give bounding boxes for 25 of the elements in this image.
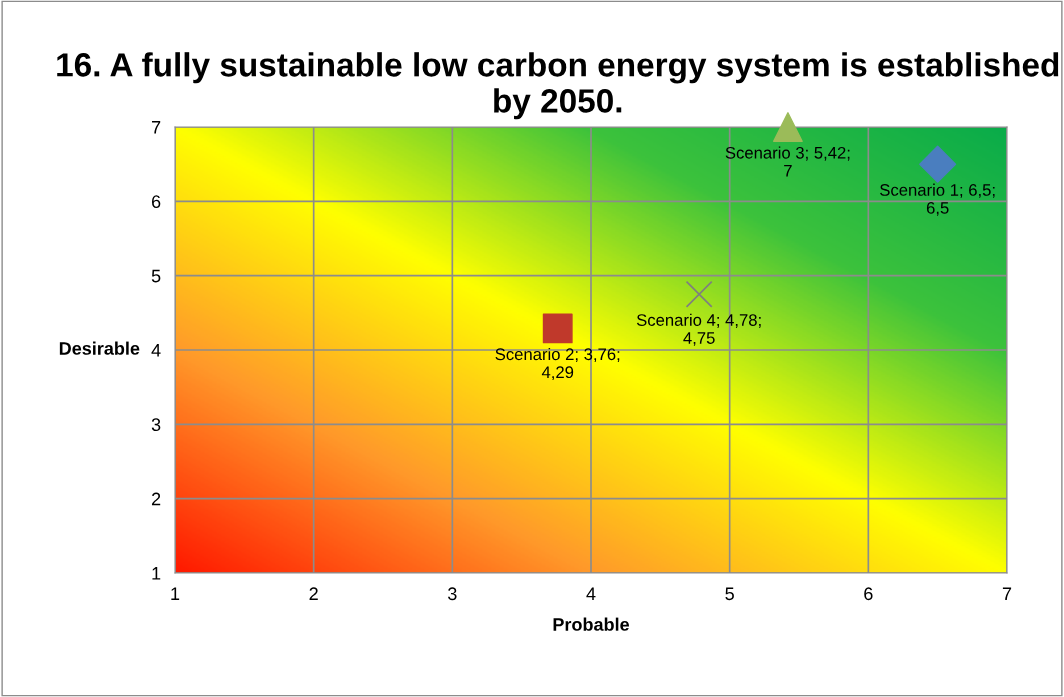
- point: [542, 313, 573, 344]
- x-tick-label: 6: [864, 587, 873, 601]
- x-axis-title: Probable: [553, 617, 630, 631]
- point: [772, 112, 803, 142]
- x-tick-label: 5: [725, 587, 734, 601]
- data-label: Scenario 1; 6,5; 6,5: [880, 183, 995, 216]
- y-tick-label: 7: [152, 121, 161, 134]
- data-label: Scenario 4; 4,78; 4,75: [636, 313, 761, 346]
- x-tick-label: 7: [1002, 587, 1012, 600]
- y-tick-label: 5: [151, 269, 161, 283]
- chart-title: 16. A fully sustainable low carbon energy system is established by 2050.: [57, 52, 1059, 120]
- x-tick-label: 2: [309, 587, 318, 600]
- data-label: Scenario 2; 3,76; 4,29: [495, 347, 620, 381]
- y-axis-title: Desirable: [59, 341, 140, 355]
- y-tick-label: 2: [151, 492, 161, 506]
- y-tick-label: 1: [152, 567, 161, 580]
- x-tick-label: 1: [171, 587, 180, 600]
- x-tick-label: 3: [448, 587, 457, 601]
- y-tick-label: 4: [151, 344, 161, 357]
- point: [685, 280, 713, 308]
- data-label: Scenario 3; 5,42; 7: [725, 146, 850, 177]
- point: [919, 145, 957, 183]
- x-tick-label: 4: [586, 587, 596, 600]
- y-tick-label: 6: [151, 195, 161, 209]
- y-tick-label: 3: [151, 418, 161, 432]
